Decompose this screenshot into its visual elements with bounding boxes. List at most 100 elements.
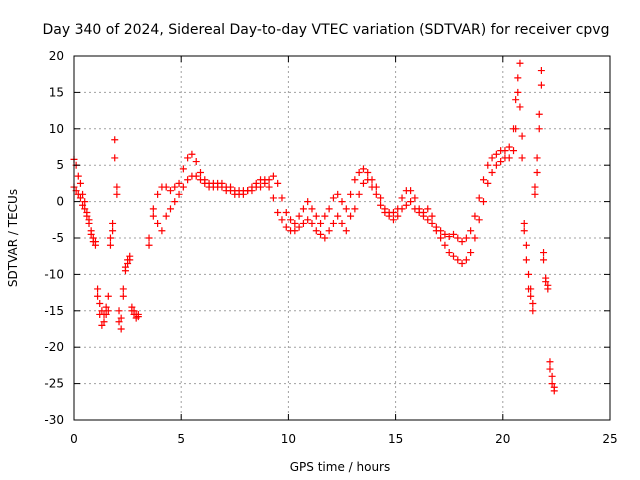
data-point (540, 249, 548, 257)
data-point (291, 219, 299, 227)
data-point (113, 190, 121, 198)
data-point (115, 307, 123, 315)
data-point (347, 190, 355, 198)
data-point (514, 74, 522, 82)
data-point (338, 219, 346, 227)
data-point (480, 198, 488, 206)
data-point (312, 227, 320, 235)
data-point (166, 205, 174, 213)
x-tick-label: 5 (177, 432, 185, 446)
data-point (188, 150, 196, 158)
y-tick-label: -15 (44, 304, 64, 318)
data-point (441, 230, 449, 238)
data-point (338, 198, 346, 206)
y-tick-label: -30 (44, 413, 64, 427)
series-track-b (70, 81, 558, 391)
data-point (454, 256, 462, 264)
data-point (516, 59, 524, 67)
data-point (516, 103, 524, 111)
data-point (407, 198, 415, 206)
data-point (76, 194, 84, 202)
data-point (488, 168, 496, 176)
data-point (355, 168, 363, 176)
data-point (334, 212, 342, 220)
data-point (445, 233, 453, 241)
data-point (514, 88, 522, 96)
y-tick-label: 10 (49, 122, 64, 136)
data-point (462, 234, 470, 242)
data-point (100, 310, 108, 318)
data-point (104, 307, 112, 315)
data-point (505, 154, 513, 162)
data-point (548, 372, 556, 380)
data-point (471, 234, 479, 242)
data-point (287, 216, 295, 224)
data-point (385, 212, 393, 220)
data-point (299, 205, 307, 213)
data-point (312, 212, 320, 220)
data-point (368, 183, 376, 191)
data-point (540, 256, 548, 264)
data-point (535, 110, 543, 118)
data-point (106, 234, 114, 242)
data-point (449, 230, 457, 238)
data-point (98, 321, 106, 329)
data-point (282, 223, 290, 231)
data-point (119, 292, 127, 300)
data-point (441, 241, 449, 249)
data-point (537, 67, 545, 75)
data-point (364, 176, 372, 184)
axis-ticks: 0 5 10 15 20 25 -30 -25 -20 -15 -10 -5 0 5 10 15 20 (44, 49, 617, 446)
data-point (445, 249, 453, 257)
data-points (70, 59, 558, 395)
y-tick-label: -5 (52, 231, 64, 245)
data-point (428, 219, 436, 227)
data-point (104, 292, 112, 300)
data-point (111, 136, 119, 144)
data-point (480, 176, 488, 184)
data-point (321, 212, 329, 220)
x-axis-label: GPS time / hours (290, 460, 391, 474)
data-point (154, 190, 162, 198)
data-point (74, 190, 82, 198)
data-point (437, 234, 445, 242)
data-point (484, 161, 492, 169)
data-point (520, 227, 528, 235)
data-point (518, 132, 526, 140)
data-point (550, 383, 558, 391)
data-point (510, 147, 518, 155)
data-point (531, 183, 539, 191)
x-tick-label: 15 (388, 432, 403, 446)
data-point (424, 205, 432, 213)
data-point (355, 190, 363, 198)
data-point (119, 285, 127, 293)
data-point (291, 227, 299, 235)
data-point (227, 187, 235, 195)
data-point (162, 212, 170, 220)
data-point (458, 259, 466, 267)
data-point (529, 300, 537, 308)
data-point (546, 365, 554, 373)
data-point (497, 158, 505, 166)
data-point (308, 205, 316, 213)
data-point (308, 219, 316, 227)
data-point (424, 216, 432, 224)
data-point (109, 219, 117, 227)
data-point (171, 198, 179, 206)
chart-title: Day 340 of 2024, Sidereal Day-to-day VTE… (43, 22, 610, 38)
data-point (535, 125, 543, 133)
data-point (467, 227, 475, 235)
data-point (265, 183, 273, 191)
data-point (317, 230, 325, 238)
y-tick-label: -25 (44, 377, 64, 391)
data-point (377, 194, 385, 202)
data-point (149, 205, 157, 213)
data-point (364, 168, 372, 176)
data-point (79, 201, 87, 209)
data-point (252, 179, 260, 187)
y-tick-label: -20 (44, 340, 64, 354)
data-point (192, 172, 200, 180)
data-point (171, 183, 179, 191)
data-point (81, 205, 89, 213)
